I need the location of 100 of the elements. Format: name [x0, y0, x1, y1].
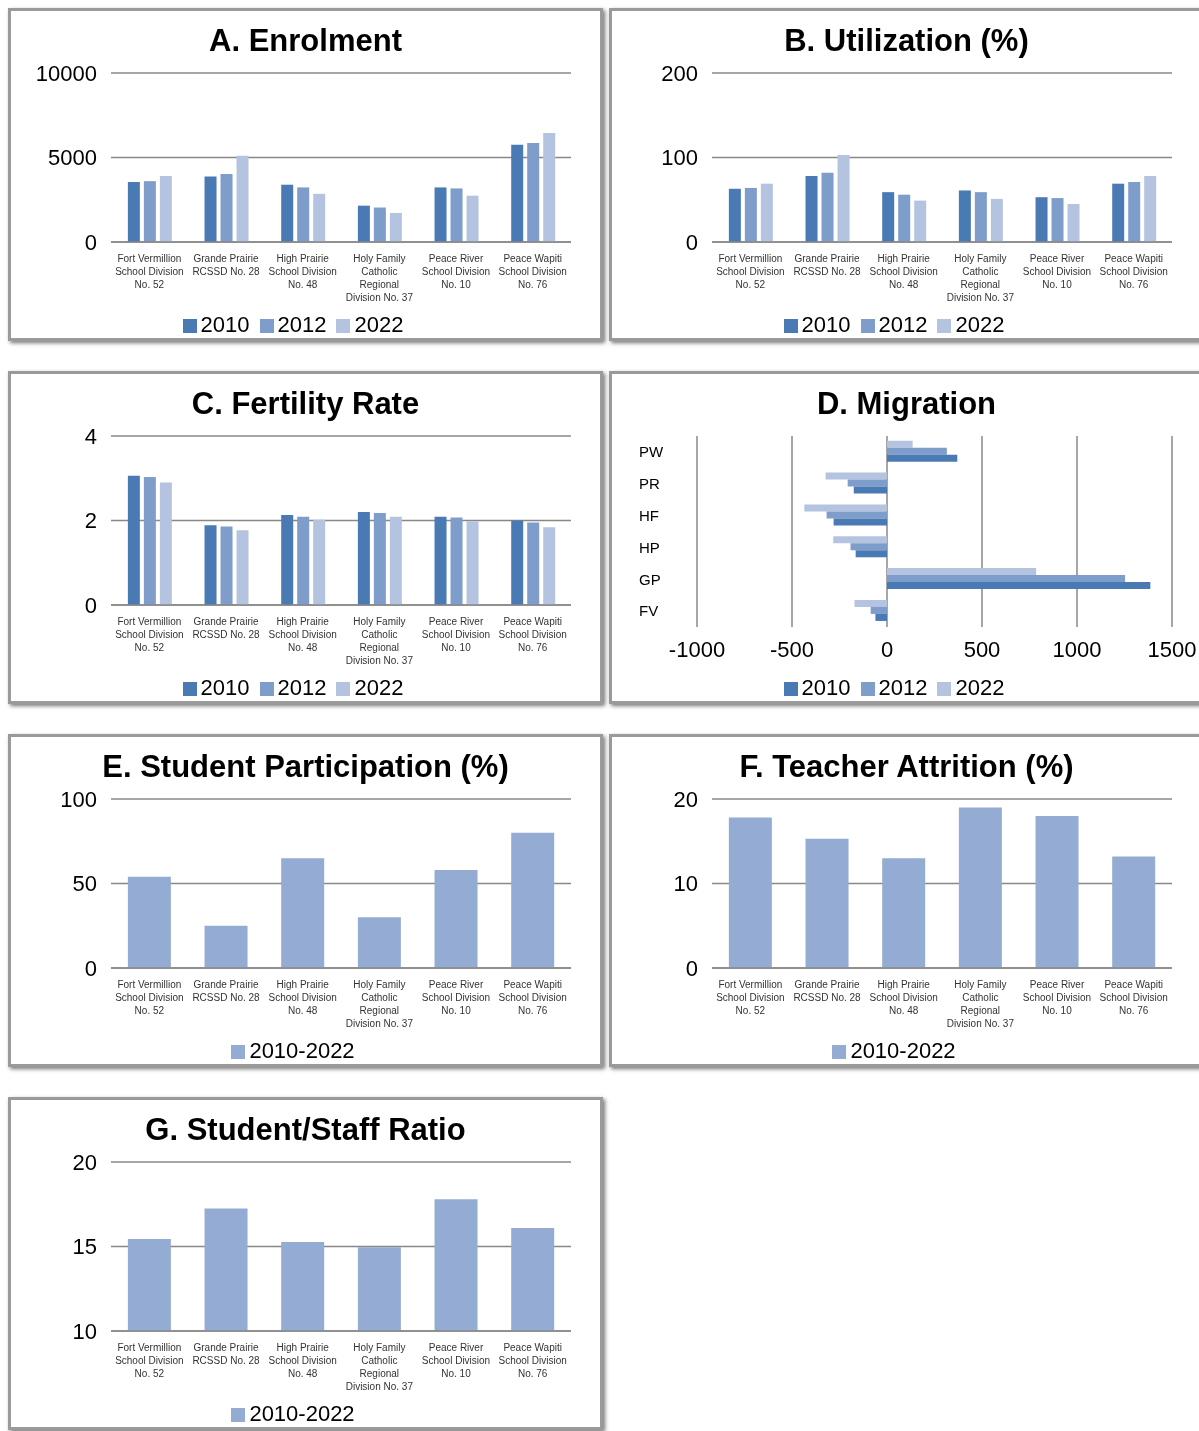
x-tick-label: Peace River School Division No. 10 [1022, 979, 1091, 1016]
x-tick-label: Peace River School Division No. 10 [421, 253, 490, 290]
bar [236, 530, 249, 605]
y-tick-label: 2 [84, 508, 97, 534]
x-tick-label: Peace Wapiti School Division No. 76 [497, 1342, 567, 1379]
x-tick-label: Peace Wapiti School Division No. 76 [1098, 253, 1168, 290]
x-tick-label: High Prairie School Division No. 48 [868, 979, 938, 1016]
y-tick-label: 0 [685, 229, 698, 255]
x-tick-label: Holy Family Catholic Regional Division No. 37 [946, 253, 1014, 303]
legend-label: 2012 [277, 675, 327, 700]
y-tick-label: 0 [84, 955, 97, 981]
bar [974, 192, 987, 242]
bar [389, 212, 402, 242]
y-tick-label: HF [638, 506, 659, 524]
y-tick-label: 200 [660, 60, 698, 86]
bar [220, 526, 233, 605]
x-tick-label: Fort Vermillion School Division No. 52 [114, 253, 184, 290]
x-tick-label: Holy Family Catholic Regional Division No. 37 [345, 616, 413, 666]
bar [296, 516, 309, 605]
bar [159, 176, 172, 242]
legend-label: 2010-2022 [249, 1401, 355, 1426]
x-tick-label: Fort Vermillion School Division No. 52 [715, 979, 785, 1016]
bar [434, 187, 447, 242]
bar [204, 525, 217, 605]
bar [1111, 183, 1124, 242]
bar [373, 207, 386, 242]
bar [127, 876, 171, 968]
x-tick-label: Peace River School Division No. 10 [421, 979, 490, 1016]
legend-label: 2022 [955, 675, 1005, 700]
x-tick-label: -1000 [668, 636, 725, 662]
bar [837, 154, 850, 242]
y-tick-label: 100 [660, 145, 698, 171]
x-tick-label: Grande Prairie RCSSD No. 28 [191, 253, 260, 277]
bar [466, 521, 479, 605]
x-tick-label: -500 [769, 636, 814, 662]
bar [357, 917, 401, 968]
bar [832, 536, 887, 544]
bar [312, 519, 325, 605]
bar [434, 516, 447, 605]
y-tick-label: PW [638, 443, 664, 461]
bar [434, 869, 478, 968]
x-tick-label: Peace Wapiti School Division No. 76 [497, 253, 567, 290]
bar [913, 200, 926, 242]
bar [127, 475, 140, 605]
bar [855, 550, 887, 558]
bar [236, 155, 249, 242]
y-tick-label: 20 [72, 1149, 97, 1175]
legend-label: 2022 [354, 675, 404, 700]
bar [1143, 176, 1156, 242]
x-tick-label: Peace River School Division No. 10 [421, 616, 490, 653]
bar [821, 172, 834, 242]
legend-label: 2010-2022 [249, 1038, 355, 1063]
bar [826, 511, 887, 519]
bar [886, 568, 1036, 576]
y-tick-label: 20 [673, 786, 698, 812]
bar [870, 606, 887, 614]
y-tick-label: 10 [673, 871, 698, 897]
bar [728, 188, 741, 242]
x-tick-label: 500 [963, 636, 1000, 662]
bar [805, 176, 818, 242]
bar [854, 599, 887, 607]
bar [853, 486, 887, 494]
y-tick-label: GP [638, 570, 661, 588]
x-tick-label: Fort Vermillion School Division No. 52 [114, 979, 184, 1016]
bar [886, 447, 947, 455]
x-tick-label: Fort Vermillion School Division No. 52 [114, 1342, 184, 1379]
legend-label: 2012 [878, 312, 928, 337]
x-tick-label: 1000 [1052, 636, 1101, 662]
y-tick-label: 10000 [35, 60, 97, 86]
y-tick-label: FV [638, 602, 658, 620]
legend-label: 2012 [277, 312, 327, 337]
x-tick-label: Peace River School Division No. 10 [421, 1342, 490, 1379]
bar [881, 858, 925, 968]
x-tick-label: Holy Family Catholic Regional Division No. 37 [946, 979, 1014, 1029]
bar [510, 144, 523, 242]
bar [526, 522, 539, 605]
y-tick-label: 0 [84, 229, 97, 255]
legend-label: 2022 [354, 312, 404, 337]
x-tick-label: Grande Prairie RCSSD No. 28 [792, 253, 861, 277]
y-tick-label: 0 [685, 955, 698, 981]
legend-label: 2010 [200, 312, 250, 337]
bar [127, 182, 140, 242]
x-tick-label: Fort Vermillion School Division No. 52 [114, 616, 184, 653]
bar [847, 479, 887, 487]
bar [280, 184, 293, 242]
bar [542, 527, 555, 605]
chart-title: C. Fertility Rate [191, 386, 420, 421]
y-tick-label: 15 [72, 1234, 97, 1260]
bar [526, 142, 539, 242]
x-tick-label: High Prairie School Division No. 48 [267, 616, 337, 653]
bar [143, 476, 156, 605]
x-tick-label: Peace Wapiti School Division No. 76 [497, 979, 567, 1016]
bar [897, 194, 910, 242]
x-tick-label: Holy Family Catholic Regional Division No. 37 [345, 979, 413, 1029]
bar [510, 520, 523, 605]
bar [542, 133, 555, 242]
bar [1127, 182, 1140, 242]
y-tick-label: 0 [84, 592, 97, 618]
bar [466, 195, 479, 242]
bar [744, 187, 757, 242]
